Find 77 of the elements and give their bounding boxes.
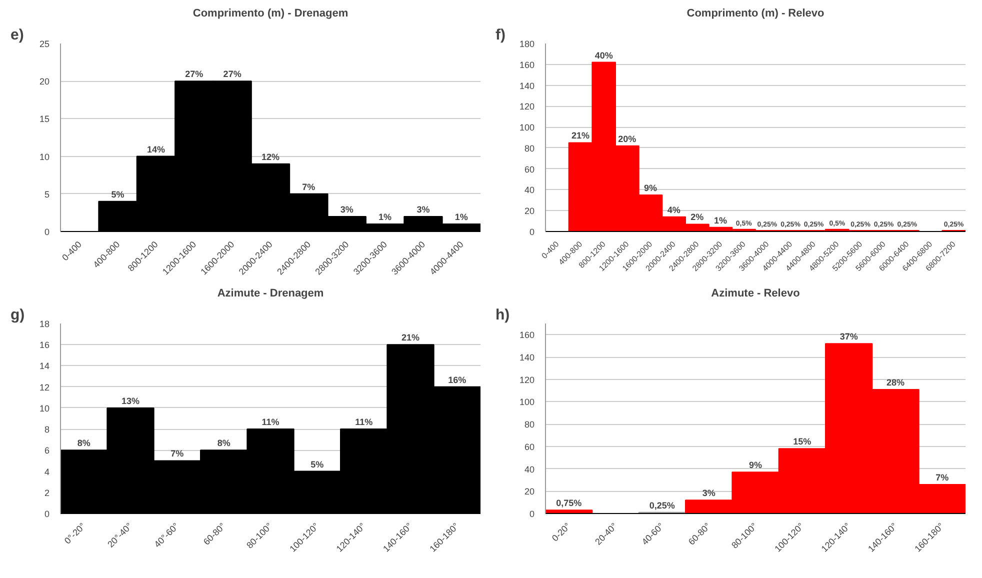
y-tick-label: 40 — [524, 464, 535, 474]
annotation: 27% — [223, 69, 242, 80]
annotation: 15% — [793, 436, 812, 447]
chart-title: Comprimento (m) - Relevo — [686, 8, 825, 20]
y-tick-label: 180 — [519, 39, 535, 49]
y-tick-label: 0 — [529, 509, 535, 519]
annotation: 3% — [702, 488, 716, 498]
annotation: 7% — [302, 182, 316, 192]
y-tick-label: 140 — [519, 352, 535, 363]
annotation: 27% — [185, 69, 204, 80]
y-tick-label: 40 — [524, 185, 535, 196]
y-tick-label: 120 — [519, 102, 535, 112]
annotation: 5% — [310, 459, 324, 470]
annotation: 21% — [571, 130, 590, 141]
annotation: 13% — [121, 396, 140, 406]
y-tick-label: 160 — [519, 330, 535, 340]
y-tick-label: 60 — [524, 442, 535, 452]
annotation: 8% — [217, 438, 230, 448]
annotation: 40% — [594, 50, 613, 60]
annotation: 11% — [262, 417, 280, 428]
y-tick-label: 12 — [39, 382, 50, 392]
annotation: 8% — [77, 438, 90, 448]
y-tick-label: 0 — [44, 509, 50, 519]
annotation: 3% — [416, 204, 430, 214]
y-tick-label: 160 — [519, 60, 535, 70]
y-tick-label: 80 — [524, 420, 535, 430]
y-tick-label: 6 — [44, 446, 50, 456]
y-tick-label: 16 — [39, 340, 50, 350]
annotation: 12% — [261, 152, 280, 162]
chart-title: Azimute - Relevo — [711, 288, 800, 300]
y-tick-label: 8 — [44, 424, 50, 435]
annotation: 0,75% — [556, 498, 582, 508]
y-tick-label: 5 — [44, 189, 50, 200]
annotation: 7% — [936, 472, 949, 482]
text: h) — [496, 306, 510, 324]
annotation: 4% — [667, 204, 680, 215]
y-tick-label: 80 — [524, 143, 535, 154]
y-tick-label: 0 — [529, 227, 535, 237]
y-tick-label: 100 — [519, 397, 535, 408]
annotation: 7% — [170, 448, 184, 459]
annotation: 0,25% — [649, 500, 675, 510]
chart-title: Azimute - Drenagem — [217, 288, 324, 300]
y-tick-label: 18 — [39, 319, 50, 329]
annotation: 9% — [748, 460, 762, 470]
annotation: 5% — [111, 189, 124, 200]
y-tick-label: 14 — [39, 361, 50, 372]
y-tick-label: 20 — [524, 486, 535, 497]
annotation: 1% — [714, 215, 728, 226]
y-tick-label: 120 — [519, 374, 535, 385]
y-tick-label: 25 — [39, 39, 50, 49]
annotation: 21% — [401, 332, 420, 343]
text: f) — [496, 26, 506, 44]
annotation: 1% — [378, 212, 392, 222]
y-tick-label: 20 — [524, 206, 535, 216]
y-tick-label: 4 — [44, 466, 50, 477]
y-tick-label: 0 — [44, 227, 50, 237]
annotation: 37% — [840, 332, 858, 342]
text: g) — [10, 306, 25, 324]
annotation: 2% — [690, 212, 704, 222]
chart-title: Comprimento (m) - Drenagem — [192, 8, 348, 20]
annotation: 20% — [618, 134, 636, 144]
annotation: 11% — [355, 417, 373, 428]
annotation: 1% — [454, 212, 468, 222]
annotation: 3% — [340, 204, 354, 214]
annotation: 28% — [886, 377, 905, 388]
y-tick-label: 10 — [39, 403, 50, 414]
y-tick-label: 140 — [519, 80, 535, 91]
y-tick-label: 60 — [524, 164, 535, 174]
annotation: 16% — [448, 374, 466, 385]
y-tick-label: 20 — [39, 76, 50, 87]
annotation: 9% — [644, 182, 658, 193]
y-tick-label: 2 — [44, 488, 50, 498]
y-tick-label: 10 — [39, 152, 50, 162]
text: e) — [10, 26, 24, 44]
y-tick-label: 15 — [39, 114, 50, 124]
annotation: 14% — [146, 144, 165, 154]
y-tick-label: 100 — [519, 122, 535, 133]
